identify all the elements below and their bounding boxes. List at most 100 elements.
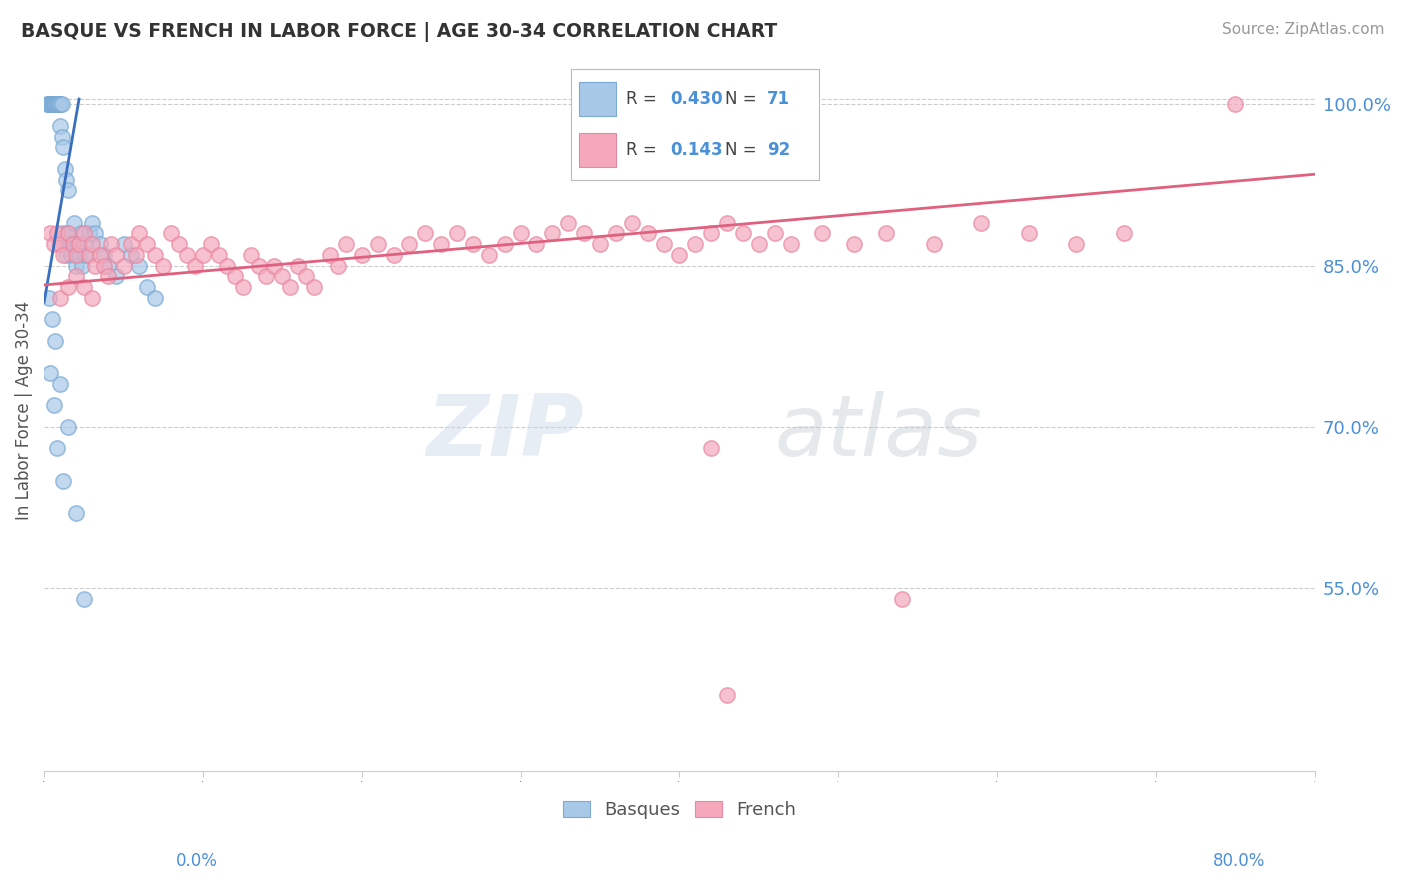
Point bbox=[80, 237, 103, 252]
Point bbox=[326, 259, 349, 273]
Point bbox=[45, 442, 67, 456]
Point bbox=[52, 227, 75, 241]
Point bbox=[143, 248, 166, 262]
Point bbox=[48, 97, 70, 112]
Point bbox=[56, 419, 79, 434]
Point bbox=[1112, 227, 1135, 241]
Point bbox=[104, 269, 127, 284]
Point bbox=[136, 237, 159, 252]
Point bbox=[652, 237, 675, 252]
Point bbox=[48, 97, 70, 112]
Point bbox=[478, 248, 501, 262]
Point bbox=[84, 227, 107, 241]
Point bbox=[73, 591, 96, 606]
Point bbox=[37, 97, 59, 112]
Point bbox=[605, 227, 627, 241]
Point bbox=[38, 97, 60, 112]
Point bbox=[121, 237, 143, 252]
Point bbox=[45, 97, 67, 112]
Point bbox=[319, 248, 342, 262]
Point bbox=[49, 97, 72, 112]
Text: atlas: atlas bbox=[775, 391, 983, 474]
Point bbox=[263, 259, 285, 273]
Point bbox=[526, 237, 548, 252]
Point bbox=[509, 227, 531, 241]
Point bbox=[44, 334, 66, 348]
Point bbox=[65, 506, 87, 520]
Point bbox=[589, 237, 612, 252]
Point bbox=[256, 269, 278, 284]
Point bbox=[49, 119, 72, 133]
Point bbox=[39, 97, 62, 112]
Point bbox=[842, 237, 865, 252]
Text: 80.0%: 80.0% bbox=[1213, 852, 1265, 870]
Point bbox=[65, 269, 87, 284]
Point bbox=[541, 227, 564, 241]
Point bbox=[39, 97, 62, 112]
Point bbox=[44, 97, 66, 112]
Point bbox=[731, 227, 754, 241]
Point bbox=[121, 248, 143, 262]
Point bbox=[779, 237, 801, 252]
Point bbox=[152, 259, 174, 273]
Point bbox=[39, 366, 62, 380]
Point bbox=[42, 97, 65, 112]
Point bbox=[143, 291, 166, 305]
Point bbox=[367, 237, 389, 252]
Point bbox=[65, 248, 87, 262]
Point bbox=[685, 237, 707, 252]
Point bbox=[67, 237, 90, 252]
Point bbox=[128, 259, 150, 273]
Point bbox=[572, 227, 595, 241]
Point bbox=[247, 259, 270, 273]
Point bbox=[763, 227, 786, 241]
Point bbox=[232, 280, 254, 294]
Point bbox=[56, 227, 79, 241]
Point bbox=[100, 237, 122, 252]
Point bbox=[335, 237, 357, 252]
Point bbox=[58, 237, 80, 252]
Point bbox=[224, 269, 246, 284]
Point bbox=[890, 591, 912, 606]
Point bbox=[128, 227, 150, 241]
Point bbox=[56, 183, 79, 197]
Point bbox=[89, 248, 111, 262]
Point bbox=[215, 259, 238, 273]
Point bbox=[557, 216, 579, 230]
Point bbox=[104, 248, 127, 262]
Text: 0.0%: 0.0% bbox=[176, 852, 218, 870]
Point bbox=[41, 97, 63, 112]
Point bbox=[637, 227, 659, 241]
Point bbox=[191, 248, 214, 262]
Point bbox=[42, 97, 65, 112]
Point bbox=[39, 97, 62, 112]
Point bbox=[52, 140, 75, 154]
Y-axis label: In Labor Force | Age 30-34: In Labor Force | Age 30-34 bbox=[15, 301, 32, 520]
Point bbox=[45, 97, 67, 112]
Point bbox=[278, 280, 301, 294]
Point bbox=[167, 237, 190, 252]
Point bbox=[52, 248, 75, 262]
Point bbox=[63, 216, 86, 230]
Point bbox=[350, 248, 373, 262]
Point bbox=[49, 237, 72, 252]
Point bbox=[668, 248, 690, 262]
Point bbox=[45, 227, 67, 241]
Point bbox=[271, 269, 294, 284]
Point bbox=[62, 237, 84, 252]
Point bbox=[53, 237, 76, 252]
Point bbox=[49, 291, 72, 305]
Point bbox=[42, 237, 65, 252]
Point bbox=[41, 312, 63, 326]
Point bbox=[430, 237, 453, 252]
Point bbox=[716, 689, 738, 703]
Point bbox=[56, 280, 79, 294]
Point bbox=[398, 237, 420, 252]
Point bbox=[748, 237, 770, 252]
Point bbox=[75, 248, 97, 262]
Point bbox=[41, 97, 63, 112]
Point bbox=[112, 237, 135, 252]
Point bbox=[494, 237, 516, 252]
Point bbox=[66, 237, 89, 252]
Point bbox=[89, 237, 111, 252]
